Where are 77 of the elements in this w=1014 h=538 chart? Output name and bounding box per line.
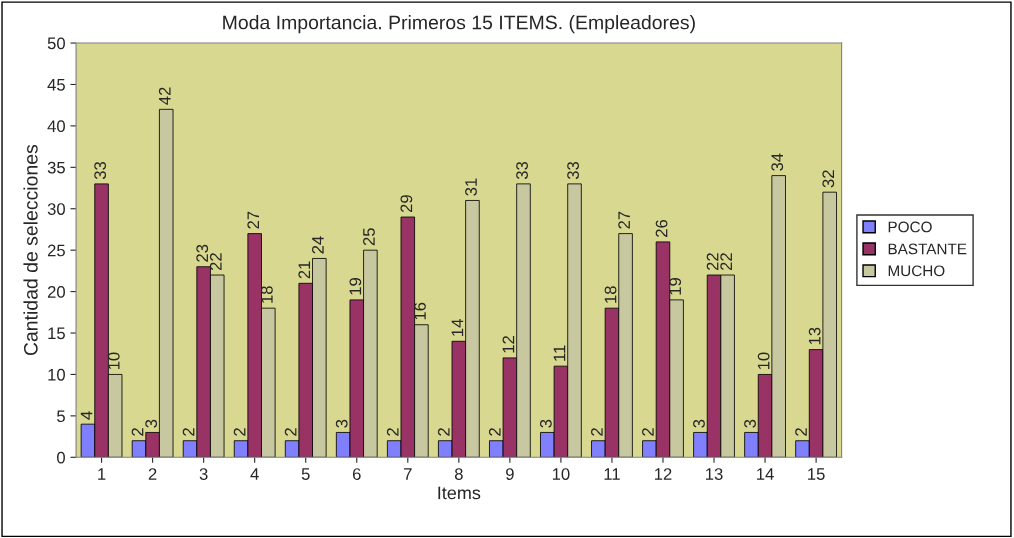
data-label: 3: [335, 419, 348, 428]
data-label: 2: [795, 428, 807, 436]
x-tick-label: 2: [148, 468, 157, 480]
x-tick-label: 15: [808, 468, 825, 480]
x-tick-label: 12: [654, 468, 672, 480]
y-tick-label: 20: [47, 286, 65, 298]
x-tick-label: 11: [604, 468, 620, 480]
data-label: 22: [720, 253, 732, 271]
data-label: 22: [209, 253, 222, 271]
data-label: 10: [757, 352, 770, 370]
x-tick-label: 10: [552, 468, 570, 480]
data-label: 4: [80, 411, 93, 420]
data-label: 18: [260, 286, 273, 303]
data-label: 24: [312, 236, 324, 254]
x-tick-label: 5: [301, 468, 310, 480]
data-label: 22: [706, 253, 719, 271]
data-label: 23: [196, 244, 209, 262]
y-tick-label: 35: [47, 161, 65, 174]
data-label: 27: [247, 211, 259, 229]
data-label: 42: [158, 87, 171, 105]
data-label: 32: [822, 170, 835, 188]
data-label: 18: [604, 286, 617, 303]
y-tick-label: 40: [47, 120, 65, 133]
x-tick-label: 3: [199, 468, 208, 480]
data-label: 25: [363, 228, 375, 246]
y-tick-label: 0: [57, 451, 65, 464]
x-tick-label: 8: [454, 468, 463, 480]
data-label: 14: [451, 319, 464, 336]
y-tick-label: 10: [48, 368, 65, 381]
chart-title: Moda Importancia. Primeros 15 ITEMS. (Empleadores): [223, 15, 695, 34]
x-tick-label: 4: [250, 468, 259, 480]
data-label: 16: [414, 302, 426, 320]
data-label: 19: [349, 277, 362, 295]
data-label: 3: [539, 419, 552, 428]
y-tick-label: 25: [47, 244, 65, 257]
x-tick-label: 6: [352, 468, 361, 480]
y-tick-label: 5: [57, 410, 65, 423]
y-tick-label: 30: [47, 203, 65, 215]
data-label: 3: [693, 419, 705, 428]
y-tick-label: 15: [48, 327, 65, 340]
data-label: 13: [808, 327, 821, 345]
data-label: 2: [386, 428, 399, 436]
data-label: 31: [465, 178, 477, 196]
data-label: 29: [400, 195, 413, 213]
data-label: 27: [618, 211, 630, 229]
data-label: 33: [516, 161, 528, 180]
x-axis-title: Items: [438, 486, 481, 500]
data-label: 34: [771, 153, 784, 171]
data-label: 21: [298, 261, 311, 279]
data-label: 11: [553, 345, 566, 361]
data-label: 2: [182, 428, 195, 436]
data-label: 10: [107, 352, 120, 370]
y-tick-label: 50: [47, 37, 65, 50]
data-label: 3: [145, 419, 158, 428]
data-label: 2: [233, 428, 246, 436]
data-label: 2: [131, 428, 144, 436]
x-tick-label: 9: [506, 468, 514, 480]
x-tick-label: 13: [706, 468, 723, 480]
data-label: 2: [488, 428, 501, 436]
data-label: 2: [591, 428, 603, 436]
x-tick-label: 1: [98, 468, 106, 480]
data-label: 19: [669, 277, 682, 295]
data-label: 3: [744, 419, 756, 428]
data-label: 2: [642, 428, 654, 436]
data-label: 2: [437, 428, 450, 436]
legend-label: POCO: [888, 221, 932, 233]
x-tick-label: 7: [404, 468, 412, 480]
data-label: 2: [284, 428, 297, 436]
data-label: 33: [94, 161, 107, 180]
x-tick-label: 14: [757, 468, 774, 480]
data-label: 12: [502, 336, 515, 353]
y-axis-title: Cantidad de selecciones: [23, 144, 38, 356]
y-tick-label: 45: [47, 79, 65, 91]
data-label: 33: [567, 161, 579, 180]
data-label: 26: [655, 219, 668, 237]
legend-label: BASTANTE: [888, 243, 967, 255]
legend-label: MUCHO: [888, 265, 945, 277]
